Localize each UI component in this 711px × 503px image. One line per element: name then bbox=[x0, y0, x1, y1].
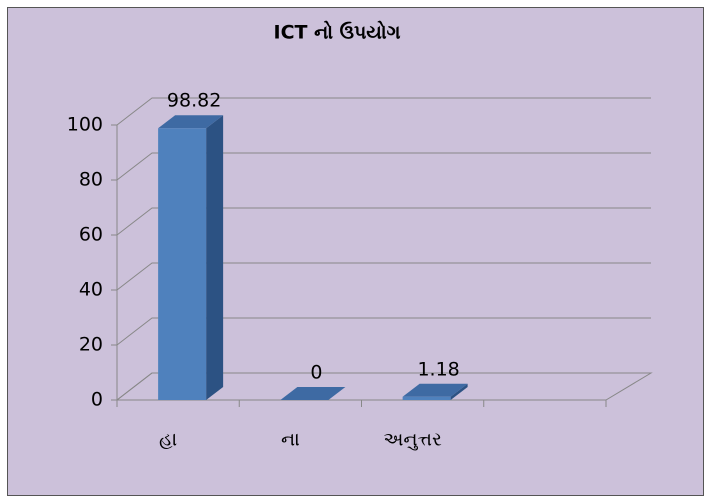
y-tick-label: 100 bbox=[67, 114, 103, 136]
y-tick-label: 40 bbox=[79, 279, 103, 301]
value-label: 0 bbox=[310, 362, 322, 384]
y-tick-label: 60 bbox=[79, 224, 103, 246]
bar-face bbox=[280, 387, 346, 400]
bar-face bbox=[158, 128, 207, 400]
bar bbox=[280, 387, 346, 400]
y-tick-label: 80 bbox=[79, 169, 103, 191]
grid-line bbox=[116, 372, 651, 401]
chart-title: ICT નો ઉપયોગ bbox=[274, 21, 401, 44]
grid-line bbox=[116, 207, 651, 236]
bar bbox=[402, 383, 468, 400]
y-tick-label: 0 bbox=[91, 389, 103, 411]
bar-face bbox=[158, 115, 224, 129]
grid-line bbox=[116, 262, 651, 291]
bar-face bbox=[206, 115, 224, 401]
x-tick-label: હા bbox=[159, 429, 177, 451]
x-tick-label: ના bbox=[281, 429, 300, 451]
y-tick-label: 20 bbox=[79, 334, 103, 356]
x-tick-label: અનુત્તર bbox=[383, 429, 442, 451]
grid-line bbox=[116, 152, 651, 181]
bar-face bbox=[402, 396, 451, 400]
bar bbox=[158, 115, 224, 401]
value-label: 1.18 bbox=[417, 358, 459, 380]
bar-face bbox=[402, 383, 468, 397]
bar-face bbox=[450, 383, 468, 400]
chart-area bbox=[7, 7, 704, 496]
value-label: 98.82 bbox=[167, 90, 221, 112]
grid-line bbox=[116, 97, 651, 126]
grid-line bbox=[116, 317, 651, 346]
